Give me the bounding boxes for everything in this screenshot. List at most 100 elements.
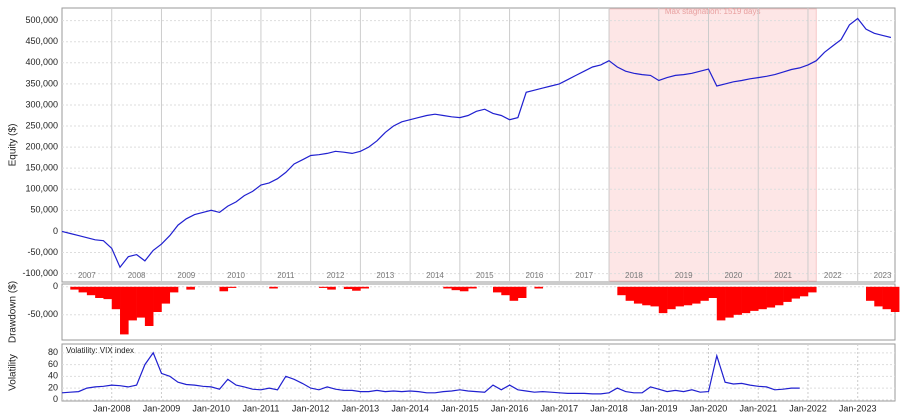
drawdown-bar: [799, 286, 809, 297]
year-label: 2016: [526, 271, 544, 280]
drawdown-bar: [667, 286, 676, 310]
x-tick-label: Jan-2014: [391, 403, 429, 413]
drawdown-bar: [136, 286, 146, 318]
year-label: 2018: [625, 271, 643, 280]
plot-area: [61, 283, 896, 341]
drawdown-bar: [153, 286, 162, 312]
drawdown-bar: [360, 286, 369, 289]
y-tick-label: 200,000: [25, 141, 58, 151]
stagnation-label: Max stagnation: 1519 days: [665, 7, 761, 16]
drawdown-bar: [874, 286, 883, 307]
x-tick-label: Jan-2018: [590, 403, 628, 413]
stagnation-band: [608, 8, 817, 282]
year-label: 2009: [177, 271, 195, 280]
y-tick-label: 150,000: [25, 163, 58, 173]
y-tick-label: 20: [48, 382, 58, 392]
x-tick-label: Jan-2020: [690, 403, 728, 413]
drawdown-bar: [691, 286, 701, 304]
drawdown-bar: [758, 286, 767, 310]
x-tick-label: Jan-2019: [640, 403, 678, 413]
drawdown-bar: [86, 286, 96, 296]
drawdown-bar: [749, 286, 759, 311]
y-tick-label: 400,000: [25, 57, 58, 67]
drawdown-bar: [327, 286, 336, 290]
drawdown-bar: [741, 286, 751, 314]
drawdown-bar: [186, 286, 195, 290]
x-tick-label: Jan-2013: [342, 403, 380, 413]
x-tick-label: Jan-2023: [839, 403, 877, 413]
y-tick-label: 50,000: [30, 205, 58, 215]
drawdown-bar: [617, 286, 626, 296]
year-label: 2015: [476, 271, 494, 280]
drawdown-bar: [468, 286, 477, 289]
x-tick-label: Jan-2017: [541, 403, 579, 413]
x-tick-label: Jan-2012: [292, 403, 330, 413]
y-tick-label: -50,000: [27, 309, 58, 319]
legend-label: Volatility: VIX index: [66, 346, 134, 355]
drawdown-bar: [144, 286, 154, 326]
drawdown-bar: [103, 286, 113, 300]
year-label: 2010: [227, 271, 245, 280]
drawdown-bar: [766, 286, 776, 308]
drawdown-bar: [633, 286, 643, 304]
drawdown-bar: [443, 286, 452, 289]
year-label: 2019: [675, 271, 693, 280]
drawdown-bar: [683, 286, 693, 306]
drawdown-bar: [120, 286, 129, 335]
y-tick-label: 300,000: [25, 99, 58, 109]
x-tick-label: Jan-2021: [739, 403, 777, 413]
drawdown-bar: [343, 286, 353, 290]
drawdown-bar: [675, 286, 684, 307]
drawdown-bar: [708, 286, 718, 298]
y-tick-label: 250,000: [25, 120, 58, 130]
drawdown-bar: [128, 286, 137, 321]
year-label: 2021: [774, 271, 792, 280]
drawdown-bar: [219, 286, 229, 292]
drawdown-bar: [352, 286, 361, 291]
drawdown-bar: [890, 286, 900, 312]
y-tick-label: 60: [48, 359, 58, 369]
drawdown-bar: [733, 286, 742, 315]
year-label: 2012: [327, 271, 345, 280]
drawdown-bar: [169, 286, 179, 293]
drawdown-bar: [650, 286, 660, 307]
year-label: 2023: [874, 271, 892, 280]
x-tick-label: Jan-2009: [143, 403, 181, 413]
y-axis-label: Equity ($): [8, 124, 19, 167]
series-line: [61, 17, 892, 269]
drawdown-bar: [625, 286, 635, 301]
x-tick-label: Jan-2011: [242, 403, 279, 413]
x-tick-label: Jan-2015: [441, 403, 479, 413]
drawdown-bar: [865, 286, 875, 301]
drawdown-bar: [269, 286, 278, 289]
y-tick-label: -50,000: [27, 247, 58, 257]
drawdown-bar: [716, 286, 726, 321]
y-tick-label: 500,000: [25, 15, 58, 25]
y-tick-label: 350,000: [25, 78, 58, 88]
drawdown-bar: [78, 286, 88, 293]
drawdown-bar: [774, 286, 784, 306]
drawdown-bar: [501, 286, 510, 296]
y-axis-label: Drawdown ($): [8, 281, 19, 343]
x-tick-label: Jan-2016: [491, 403, 529, 413]
y-tick-label: 0: [53, 226, 58, 236]
drawdown-bar: [451, 286, 461, 291]
year-label: 2014: [426, 271, 444, 280]
series-line: [61, 351, 800, 395]
drawdown-bar: [95, 286, 104, 298]
year-label: 2017: [575, 271, 593, 280]
drawdown-bar: [70, 286, 79, 290]
drawdown-bar: [725, 286, 734, 318]
drawdown-bar: [700, 286, 709, 301]
y-tick-label: 40: [48, 371, 58, 381]
y-tick-label: 100,000: [25, 184, 58, 194]
x-tick-label: Jan-2022: [789, 403, 827, 413]
y-tick-label: 80: [48, 347, 58, 357]
year-label: 2020: [724, 271, 742, 280]
x-tick-label: Jan-2008: [93, 403, 131, 413]
drawdown-bar: [111, 286, 121, 310]
drawdown-bar: [791, 286, 800, 299]
year-label: 2013: [376, 271, 394, 280]
year-label: 2022: [824, 271, 842, 280]
